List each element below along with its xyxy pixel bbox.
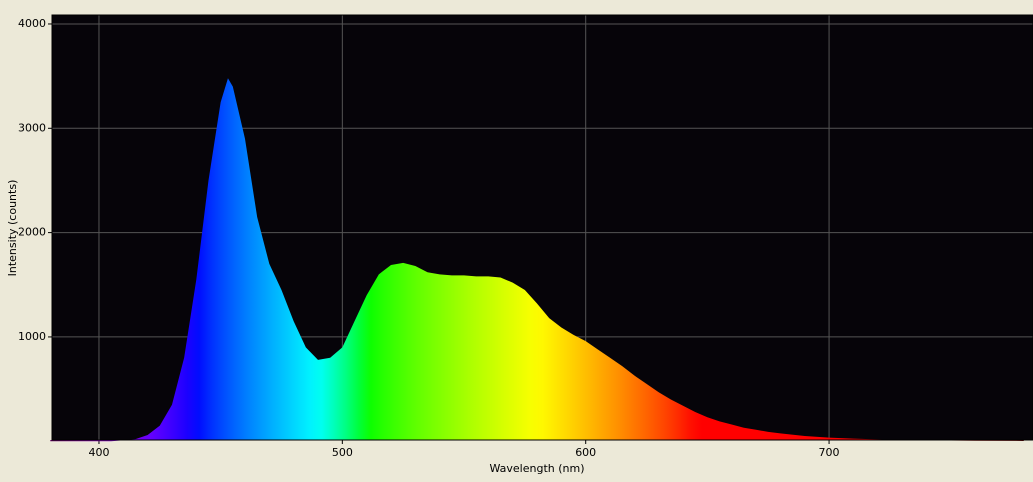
y-tick-label: 2000 — [18, 226, 46, 239]
plot-frame — [51, 14, 1033, 441]
y-tick-label: 4000 — [18, 17, 46, 30]
y-tick-label: 3000 — [18, 121, 46, 134]
x-tick-label: 700 — [819, 446, 840, 459]
x-axis-label: Wavelength (nm) — [489, 462, 584, 475]
y-axis-label: Intensity (counts) — [6, 180, 19, 277]
x-tick-label: 500 — [332, 446, 353, 459]
x-tick-label: 600 — [575, 446, 596, 459]
spectrum-area — [50, 78, 1024, 442]
y-tick-label: 1000 — [18, 330, 46, 343]
x-tick-label: 400 — [88, 446, 109, 459]
